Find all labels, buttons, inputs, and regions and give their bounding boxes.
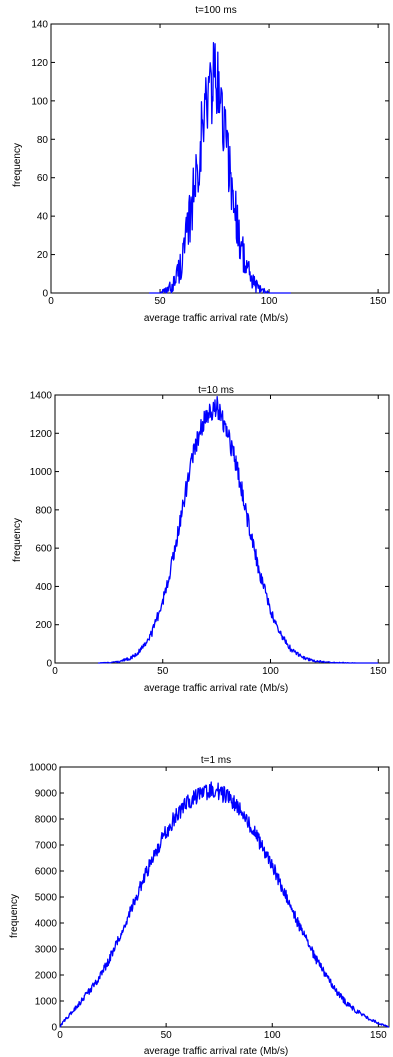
x-tick-label: 100: [262, 666, 279, 677]
x-tick-label: 150: [370, 296, 387, 307]
chart-t1: t=1 ms frequency average traffic arrival…: [9, 755, 390, 1057]
y-tick-label: 9000: [35, 789, 58, 800]
chart-t10: t=10 ms frequency average traffic arriva…: [12, 385, 390, 694]
y-tick-label: 0: [51, 1023, 57, 1034]
x-tick-label: 100: [261, 296, 278, 307]
chart-title: t=10 ms: [198, 385, 234, 396]
x-tick-label: 50: [161, 1030, 173, 1041]
plot-area: 0 50 100 150 0 20 40 60 80 100 120 140: [31, 20, 390, 307]
y-tick-label: 1000: [30, 467, 53, 478]
y-tick-label: 200: [35, 620, 52, 631]
y-tick-label: 8000: [35, 815, 58, 826]
x-tick-label: 150: [370, 1030, 387, 1041]
axes-frame: [54, 394, 390, 664]
y-tick-label: 7000: [35, 841, 58, 852]
y-tick-label: 20: [37, 250, 49, 261]
y-tick-label: 1000: [35, 997, 58, 1008]
y-tick-label: 140: [31, 20, 48, 31]
y-axis-label: frequency: [9, 894, 20, 938]
y-tick-label: 0: [42, 289, 48, 300]
y-tick-label: 0: [46, 659, 52, 670]
y-tick-label: 5000: [35, 893, 58, 904]
plot-area: 0 50 100 150 0 200 400 600 800 1000 1200 1400: [30, 391, 390, 677]
x-tick-label: 0: [52, 666, 58, 677]
series-line: [97, 395, 379, 664]
y-tick-label: 100: [31, 96, 48, 107]
y-axis-label: frequency: [12, 518, 23, 562]
axes-frame: [59, 766, 390, 1028]
x-tick-label: 100: [264, 1030, 281, 1041]
x-tick-label: 50: [154, 296, 166, 307]
x-axis-label: average traffic arrival rate (Mb/s): [144, 1046, 288, 1057]
y-tick-label: 3000: [35, 945, 58, 956]
x-tick-label: 150: [370, 666, 387, 677]
y-tick-label: 1200: [30, 429, 53, 440]
y-tick-label: 6000: [35, 867, 58, 878]
y-tick-label: 120: [31, 58, 48, 69]
x-tick-label: 0: [48, 296, 54, 307]
y-tick-label: 1400: [30, 391, 53, 402]
x-tick-label: 0: [57, 1030, 63, 1041]
x-tick-label: 50: [157, 666, 169, 677]
y-tick-label: 80: [37, 135, 49, 146]
axes-frame: [50, 23, 390, 294]
y-tick-label: 4000: [35, 919, 58, 930]
y-tick-label: 2000: [35, 971, 58, 982]
chart-title: t=100 ms: [195, 5, 236, 16]
y-tick-label: 600: [35, 544, 52, 555]
chart-title: t=1 ms: [201, 755, 231, 766]
y-axis-label: frequency: [12, 143, 23, 187]
series-line: [59, 781, 390, 1028]
x-axis-label: average traffic arrival rate (Mb/s): [144, 683, 288, 694]
y-tick-label: 40: [37, 212, 49, 223]
x-axis-label: average traffic arrival rate (Mb/s): [144, 313, 288, 324]
y-tick-label: 10000: [29, 763, 57, 774]
series-line: [149, 42, 291, 294]
y-tick-label: 400: [35, 582, 52, 593]
chart-t100: t=100 ms frequency average traffic arriv…: [12, 5, 390, 324]
y-tick-label: 800: [35, 505, 52, 516]
y-tick-label: 60: [37, 173, 49, 184]
plot-area: 0 50 100 150 0 1000 2000 3000 4000 5000 6000 7000 80…: [29, 763, 390, 1041]
